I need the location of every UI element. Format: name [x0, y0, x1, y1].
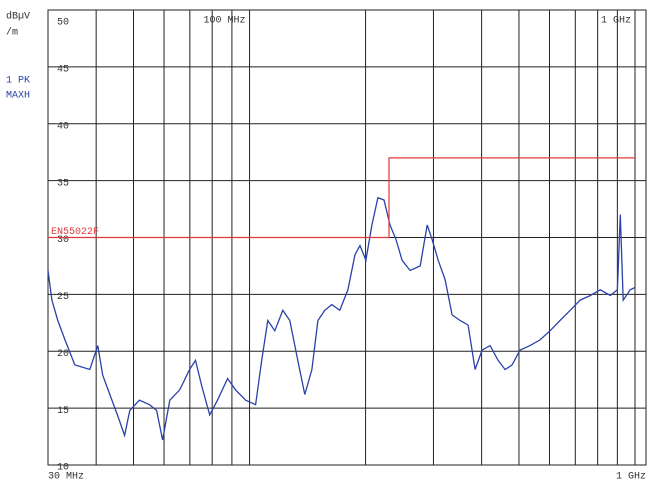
- y-axis-label: dBµV: [6, 11, 30, 23]
- x-tick-label: 100 MHz: [204, 16, 246, 27]
- limit-line: [48, 157, 635, 239]
- y-tick-label: 45: [57, 65, 69, 76]
- y-tick-label: 10: [57, 463, 69, 474]
- limit-label: EN55022F: [51, 227, 99, 238]
- y-tick-label: 50: [57, 18, 69, 29]
- y-tick-label: 40: [57, 121, 69, 132]
- y-tick-label: 15: [57, 406, 69, 417]
- y-tick-label: 25: [57, 292, 69, 303]
- y-tick-label: 20: [57, 349, 69, 360]
- trace: [47, 196, 636, 441]
- x-tick-label: 1 GHz: [601, 16, 631, 27]
- trace-label: MAXH: [6, 91, 30, 102]
- trace-label: 1 PK: [6, 76, 30, 87]
- x-tick-label: 1 GHz: [616, 472, 646, 483]
- y-tick-label: 30: [57, 235, 69, 246]
- x-tick-label: 30 MHz: [48, 472, 84, 483]
- y-axis-label: /m: [6, 27, 18, 39]
- y-tick-label: 35: [57, 178, 69, 189]
